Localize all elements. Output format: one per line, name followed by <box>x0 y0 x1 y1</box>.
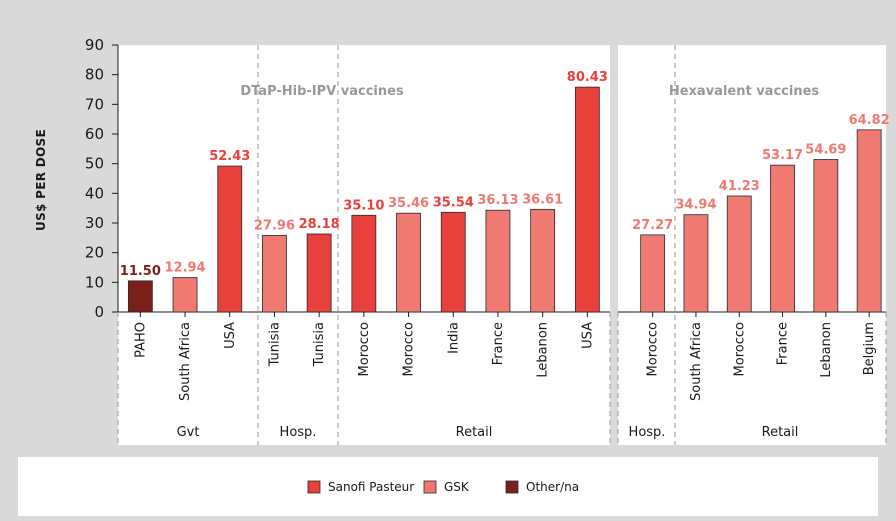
value-label: 52.43 <box>209 149 250 164</box>
category-label: France <box>491 322 506 365</box>
category-label: PAHO <box>133 322 148 358</box>
bar <box>485 209 511 313</box>
y-tick-label: 50 <box>85 155 104 173</box>
bar <box>217 165 243 313</box>
category-label: Morocco <box>646 322 661 376</box>
category-label: USA <box>223 322 238 349</box>
bar <box>726 195 752 313</box>
group-dividers <box>117 45 887 445</box>
category-label: Morocco <box>402 322 417 376</box>
category-label: Belgium <box>862 322 877 375</box>
category-label: South Africa <box>178 322 193 401</box>
group-label: Gvt <box>177 425 200 440</box>
value-label: 53.17 <box>762 148 803 163</box>
legend-background <box>18 457 878 516</box>
legend-label: GSK <box>444 480 470 494</box>
bar <box>306 233 332 313</box>
bar <box>813 159 839 313</box>
legend-swatch <box>423 480 437 494</box>
group-labels: Gvt Hosp. Retail Hosp. Retail <box>177 425 799 440</box>
bar <box>262 235 287 313</box>
bar <box>856 129 882 313</box>
bar <box>351 214 377 313</box>
value-label: 64.82 <box>849 113 890 128</box>
bar <box>683 214 709 313</box>
bar <box>396 212 421 313</box>
category-label: Lebanon <box>536 322 551 378</box>
y-tick-label: 30 <box>85 214 104 232</box>
value-label: 80.43 <box>567 70 608 85</box>
bar <box>770 164 795 313</box>
y-tick-label: 40 <box>85 184 104 202</box>
y-axis-ticks: 0 10 20 30 40 50 60 70 80 90 <box>85 36 118 321</box>
legend-label: Other/na <box>526 480 579 494</box>
value-label: 35.10 <box>343 198 384 213</box>
y-tick-label: 20 <box>85 244 104 262</box>
value-label: 12.94 <box>164 261 205 276</box>
group-label: Hosp. <box>629 425 666 440</box>
group-label: Hosp. <box>280 425 317 440</box>
value-label: 36.13 <box>477 193 518 208</box>
category-label: South Africa <box>689 322 704 401</box>
value-label: 28.18 <box>299 217 340 232</box>
category-labels: PAHO South Africa USA Tunisia Tunisia Morocco… <box>133 322 877 401</box>
category-label: Tunisia <box>312 322 327 367</box>
legend: Sanofi Pasteur GSK Other/na <box>307 480 579 494</box>
panel-1-title: DTaP-Hib-IPV vaccines <box>240 84 404 99</box>
category-label: Tunisia <box>267 322 282 367</box>
y-tick-label: 80 <box>85 66 104 84</box>
value-label: 11.50 <box>120 264 161 279</box>
legend-swatch <box>505 480 519 494</box>
value-label: 34.94 <box>675 198 716 213</box>
category-label: India <box>446 322 461 354</box>
legend-swatch <box>307 480 321 494</box>
y-tick-label: 90 <box>85 36 104 54</box>
category-label: Lebanon <box>819 322 834 378</box>
group-label: Retail <box>456 425 493 440</box>
value-label: 27.27 <box>632 218 673 233</box>
bars <box>127 86 882 317</box>
value-label: 54.69 <box>805 143 846 158</box>
value-label: 35.46 <box>388 196 429 211</box>
y-tick-label: 0 <box>94 303 104 321</box>
value-label: 41.23 <box>719 179 760 194</box>
y-tick-label: 70 <box>85 95 104 113</box>
y-axis-label: US$ PER DOSE <box>34 129 48 231</box>
bar <box>574 86 600 313</box>
legend-label: Sanofi Pasteur <box>328 480 414 494</box>
y-tick-label: 10 <box>85 273 104 291</box>
category-label: France <box>776 322 791 365</box>
value-label: 36.61 <box>522 192 563 207</box>
value-label: 35.54 <box>433 195 474 210</box>
top-strip <box>0 0 896 38</box>
category-label: USA <box>580 322 595 349</box>
bar <box>440 211 466 313</box>
category-label: Morocco <box>732 322 747 376</box>
category-label: Morocco <box>357 322 372 376</box>
bar <box>172 277 198 313</box>
group-label: Retail <box>762 425 799 440</box>
value-label: 27.96 <box>254 218 295 233</box>
bar <box>530 208 556 313</box>
bar <box>127 280 153 313</box>
bar <box>640 234 666 313</box>
panel-2-title: Hexavalent vaccines <box>669 84 820 99</box>
y-tick-label: 60 <box>85 125 104 143</box>
